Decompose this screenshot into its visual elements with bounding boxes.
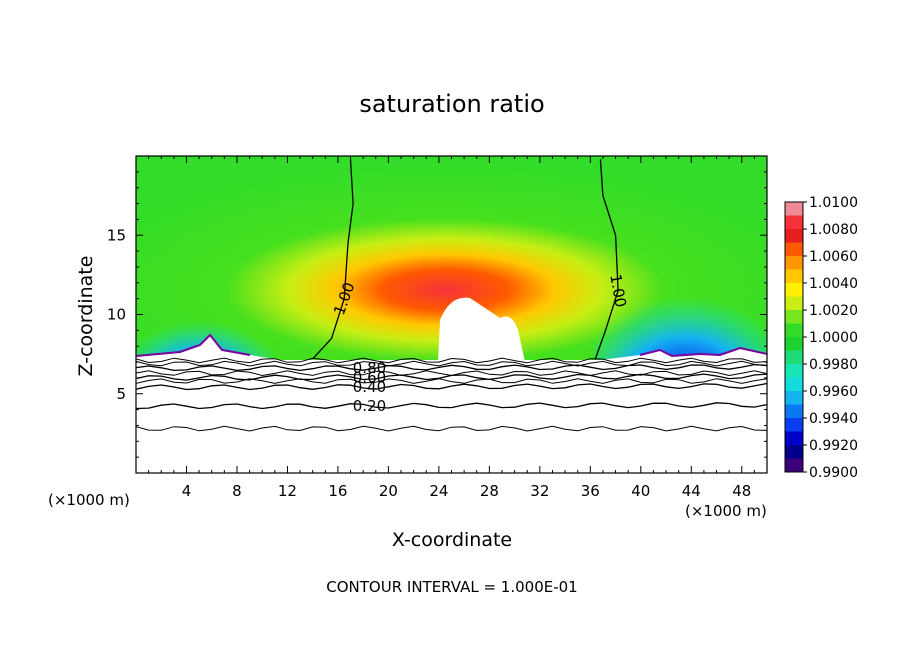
y-axis: 5 10 15 [107,171,767,458]
colorbar-swatch [785,215,803,230]
colorbar-swatch [785,242,803,257]
colorbar-swatch [785,283,803,297]
y-tick-label: 15 [107,226,126,244]
colorbar-swatch [785,418,803,432]
x-tick-label: 24 [429,482,448,500]
contour-line [312,159,354,360]
contour-line [136,363,767,372]
contour-line [136,378,767,384]
contour-line [136,382,767,391]
contour-line [136,425,767,432]
colorbar-swatch [785,323,803,338]
x-tick-label: 12 [278,482,297,500]
colorbar-label: 0.9920 [809,438,858,454]
contour-label: 0.40 [353,378,386,396]
contour-line [136,357,767,364]
colorbar-swatch [785,310,803,324]
x-tick-label: 8 [232,482,242,500]
colorbar-label: 0.9960 [809,384,858,400]
x-tick-label: 36 [581,482,600,500]
colorbar-swatch [785,404,803,419]
contour-interval-note: CONTOUR INTERVAL = 1.000E-01 [326,578,577,596]
colorbar-label: 1.0020 [809,303,858,319]
colorbar-label: 1.0080 [809,222,858,238]
x-tick-label: 32 [530,482,549,500]
colorbar-swatch [785,364,803,378]
y-axis-label: Z-coordinate [75,256,97,377]
x-axis: 4 8 12 16 20 24 28 32 36 40 44 48 [148,156,755,500]
x-tick-label: 48 [732,482,751,500]
colorbar-swatch [785,337,803,351]
x-axis-label: X-coordinate [392,529,512,551]
colorbar-label: 1.0060 [809,249,858,265]
colorbar-swatch [785,296,803,311]
contour-line [136,373,767,381]
colorbar-swatch [785,458,803,473]
chart-title: saturation ratio [359,90,544,118]
x-tick-label: 16 [328,482,347,500]
contour-label: 0.80 [353,359,386,377]
colorbar-label: 0.9980 [809,357,858,373]
x-tick-label: 44 [682,482,701,500]
terrain-edge [136,333,767,358]
colorbar-label: 0.9900 [809,465,858,481]
contour-line [594,159,619,360]
contour-label: 0.20 [353,397,386,415]
x-tick-label: 20 [379,482,398,500]
y-tick-label: 5 [116,385,126,403]
colorbar-swatch [785,445,803,459]
colorbar-swatch [785,350,803,365]
colorbar-swatch [785,269,803,284]
colorbar-swatch [785,391,803,405]
colorbar-label: 1.0000 [809,330,858,346]
colorbar-swatch [785,377,803,392]
colorbar-label: 0.9940 [809,411,858,427]
colorbar-label: 1.0100 [809,195,858,211]
contour-label: 0.60 [353,368,386,386]
x-tick-label: 40 [631,482,650,500]
y-tick-label: 10 [107,306,126,324]
contour-line [136,402,767,410]
colorbar-swatch [785,256,803,270]
x-axis-unit-right: (×1000 m) [685,502,767,520]
contour-label: 1.00 [606,273,630,309]
colorbar-swatch [785,202,803,216]
x-tick-label: 28 [480,482,499,500]
colorbar-swatch [785,431,803,446]
cloud-core [438,297,525,362]
colorbar-label: 1.0040 [809,276,858,292]
x-axis-unit-left: (×1000 m) [48,491,130,509]
x-tick-label: 4 [182,482,192,500]
colorbar: 1.0100 1.0080 1.0060 1.0040 1.0020 1.0000 0.99… [784,195,858,481]
colorbar-swatch [785,229,803,243]
contour-line [136,360,767,367]
plot-area: 1.00 1.000.200.400.600.80 [136,156,767,473]
